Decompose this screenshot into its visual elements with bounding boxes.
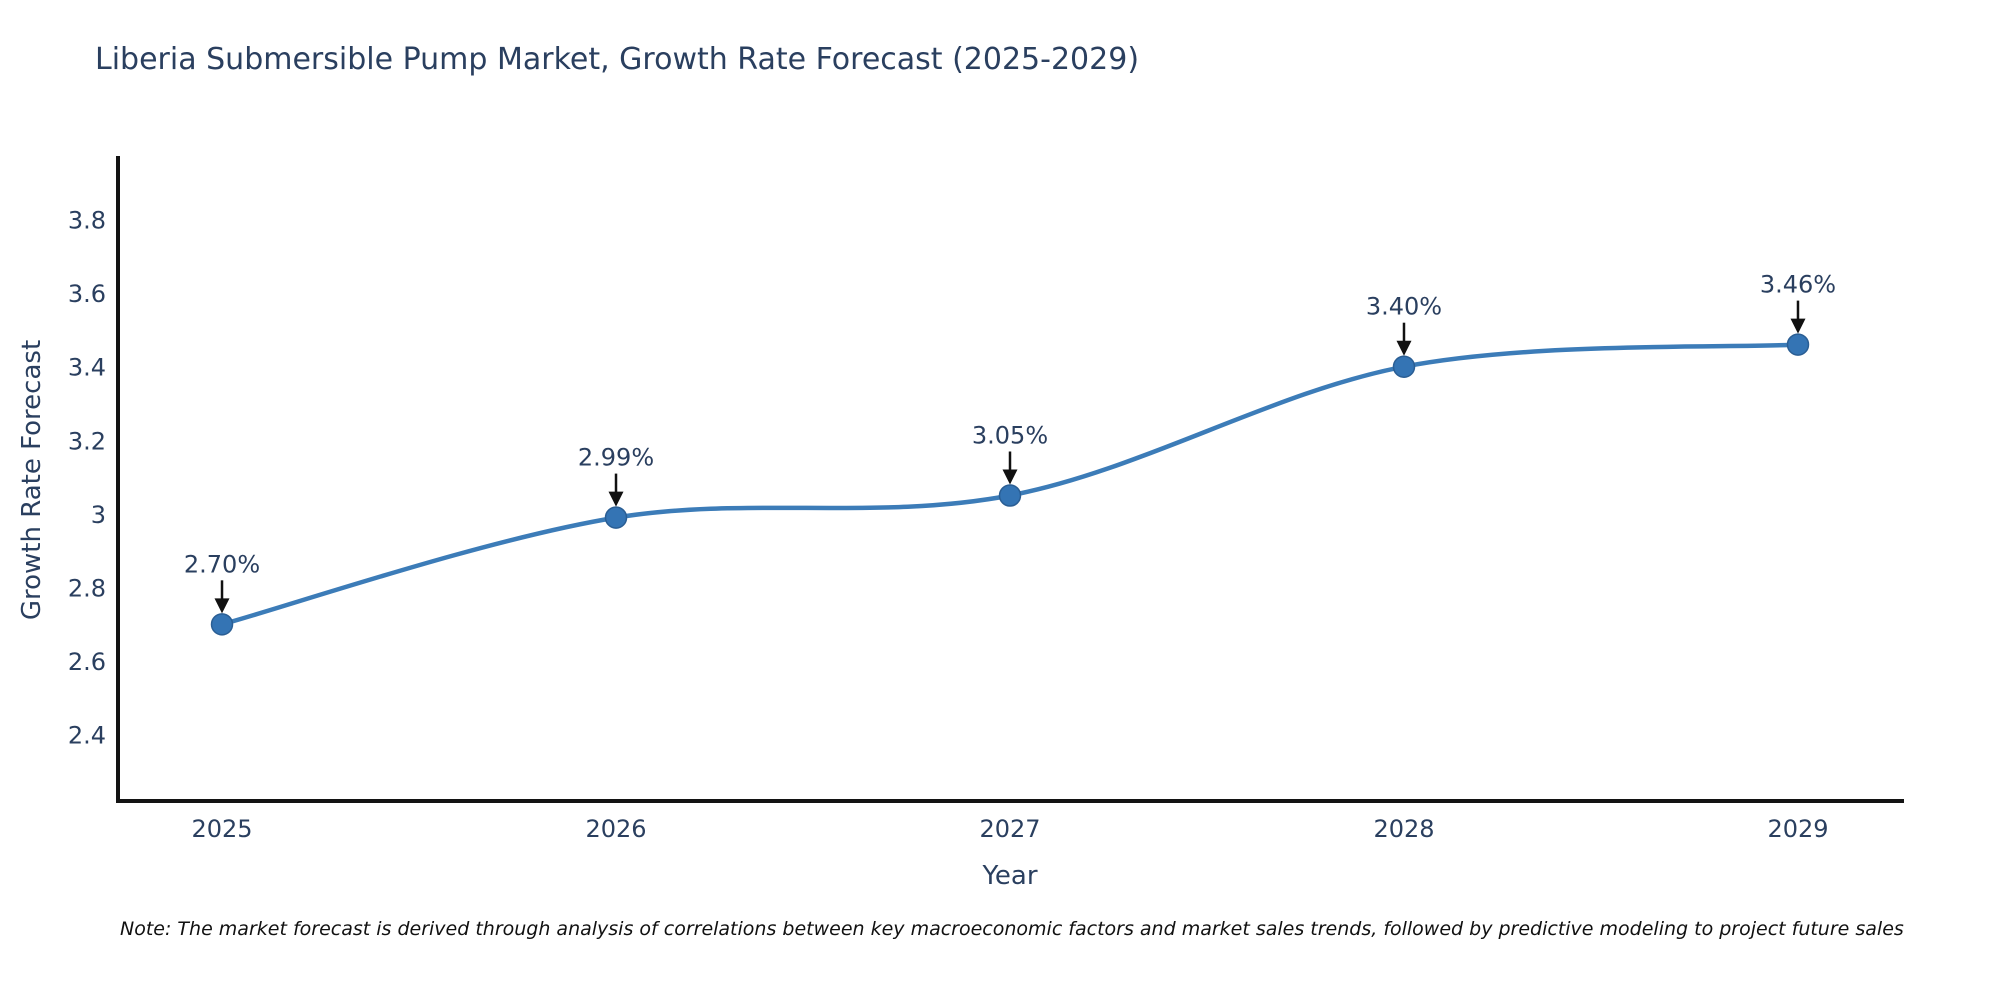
y-tick-label: 3.8 xyxy=(68,206,106,234)
point-annotations-layer: 2.70% 2.99% 3.05% 3.40% 3.46% xyxy=(184,271,1836,614)
x-tick-label: 2025 xyxy=(191,815,252,843)
annotation-arrow-head xyxy=(608,491,624,507)
growth-rate-line-chart: 2.4 2.6 2.8 3 3.2 3.4 3.6 3.8 2025 2026 2027 2028 20… xyxy=(17,156,1904,891)
point-value-label: 2.99% xyxy=(578,444,654,472)
chart-title: Liberia Submersible Pump Market, Growth … xyxy=(95,42,1140,77)
point-value-label: 3.46% xyxy=(1760,271,1836,299)
annotation-arrow-head xyxy=(214,598,230,614)
y-tick-label: 2.8 xyxy=(68,575,106,603)
annotation-arrow-head xyxy=(1002,469,1018,485)
axes-layer xyxy=(116,156,1904,803)
x-tick-label: 2029 xyxy=(1767,815,1828,843)
x-tick-label: 2027 xyxy=(979,815,1040,843)
data-point-marker[interactable] xyxy=(1392,355,1416,378)
series-growth-rate xyxy=(210,333,1810,636)
point-value-label: 3.05% xyxy=(972,422,1048,450)
y-tick-label: 3.2 xyxy=(68,427,106,455)
y-tick-label: 3.6 xyxy=(68,280,106,308)
y-tick-label: 2.6 xyxy=(68,648,106,676)
x-tick-label: 2028 xyxy=(1373,815,1434,843)
data-point-marker[interactable] xyxy=(604,506,628,529)
y-tick-label: 3.4 xyxy=(68,354,106,382)
x-tick-label: 2026 xyxy=(585,815,646,843)
tick-labels-layer: 2.4 2.6 2.8 3 3.2 3.4 3.6 3.8 2025 2026 2027 2028 20… xyxy=(68,206,1829,843)
y-tick-label: 2.4 xyxy=(68,722,106,750)
x-axis-title: Year xyxy=(981,861,1037,891)
y-axis-title: Growth Rate Forecast xyxy=(17,340,47,620)
data-point-marker[interactable] xyxy=(1786,333,1810,356)
y-tick-label: 3 xyxy=(91,501,106,529)
annotation-arrow-head xyxy=(1396,340,1412,356)
footnote: Note: The market forecast is derived thr… xyxy=(120,918,1904,940)
axis-lines xyxy=(116,156,1904,803)
data-point-marker[interactable] xyxy=(998,484,1022,507)
point-value-label: 3.40% xyxy=(1366,293,1442,321)
annotation-arrow-head xyxy=(1790,318,1806,334)
point-value-label: 2.70% xyxy=(184,550,260,578)
data-point-marker[interactable] xyxy=(210,613,234,636)
